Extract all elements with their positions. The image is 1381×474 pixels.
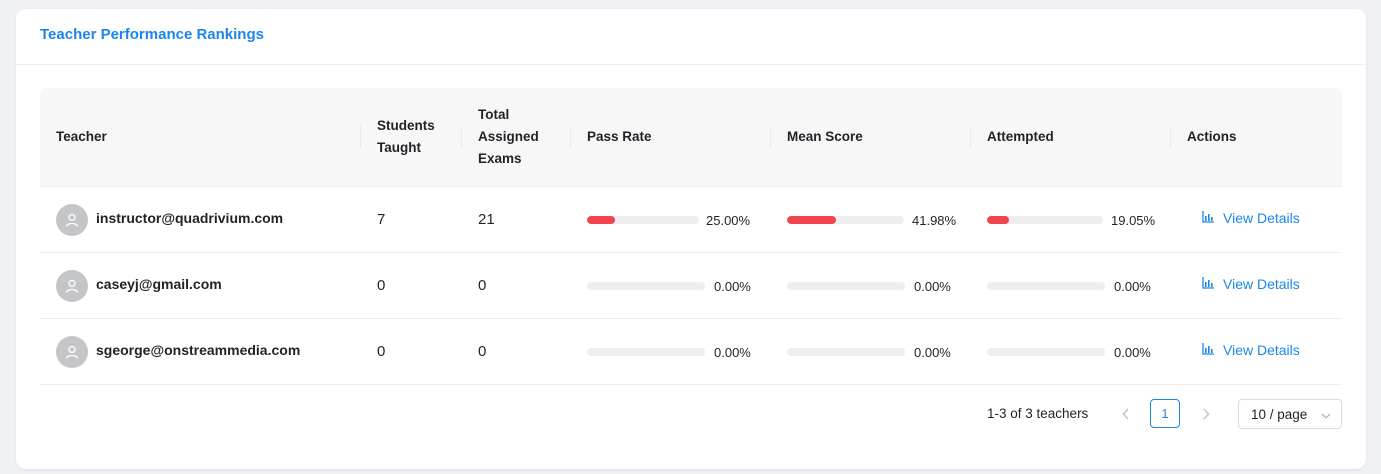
bar-chart-icon	[1202, 210, 1215, 226]
pass-rate-value: 0.00%	[714, 279, 751, 294]
view-details-label: View Details	[1223, 276, 1300, 292]
mean-score-bar-fill	[787, 216, 837, 224]
pass-rate-value: 25.00%	[706, 213, 751, 228]
header-divider	[570, 126, 571, 148]
attempted-bar-fill	[987, 216, 1010, 224]
pass-rate-bar	[587, 216, 699, 224]
total-exams-value: 0	[478, 343, 487, 360]
total-exams-value: 21	[478, 211, 495, 228]
header-students-taught: Students Taught	[377, 118, 435, 155]
header-divider	[770, 126, 771, 148]
table-row: caseyj@gmail.com 0 0 0.00% 0.00% 0.00% View De…	[40, 253, 1342, 319]
attempted-value: 19.05%	[1111, 213, 1156, 228]
students-taught-value: 0	[377, 343, 386, 360]
view-details-label: View Details	[1223, 210, 1300, 226]
mean-score-bar	[787, 348, 905, 356]
pass-rate-bar-fill	[587, 216, 615, 224]
attempted-value: 0.00%	[1114, 345, 1151, 360]
page-button-1[interactable]: 1	[1150, 399, 1180, 428]
header-mean-score: Mean Score	[787, 129, 863, 144]
header-pass-rate: Pass Rate	[587, 129, 652, 144]
teacher-email: instructor@quadrivium.com	[96, 210, 284, 226]
header-actions: Actions	[1187, 129, 1237, 144]
mean-score-value: 0.00%	[914, 279, 951, 294]
table-body: instructor@quadrivium.com 7 21 25.00% 41.98%…	[40, 187, 1342, 385]
teacher-email: sgeorge@onstreammedia.com	[96, 342, 301, 358]
attempted-value: 0.00%	[1114, 279, 1151, 294]
attempted-bar	[987, 216, 1103, 224]
mean-score-bar	[787, 216, 904, 224]
attempted-bar	[987, 348, 1105, 356]
page-size-value: 10 / page	[1251, 406, 1308, 422]
header-divider	[970, 126, 971, 148]
pass-rate-value: 0.00%	[714, 345, 751, 360]
total-exams-value: 0	[478, 277, 487, 294]
mean-score-value: 41.98%	[912, 213, 957, 228]
rankings-table: Teacher Students Taught Total Assigned Exam…	[40, 88, 1342, 385]
chevron-right-icon[interactable]	[1197, 405, 1215, 423]
header-teacher: Teacher	[56, 129, 107, 144]
chevron-left-icon[interactable]	[1117, 405, 1135, 423]
view-details-button[interactable]: View Details	[1202, 276, 1300, 292]
mean-score-bar	[787, 282, 905, 290]
table-row: sgeorge@onstreammedia.com 0 0 0.00% 0.00% 0.0…	[40, 319, 1342, 385]
view-details-label: View Details	[1223, 342, 1300, 358]
view-details-button[interactable]: View Details	[1202, 342, 1300, 358]
bar-chart-icon	[1202, 276, 1215, 292]
students-taught-value: 7	[377, 211, 386, 228]
card-divider	[16, 64, 1366, 65]
teacher-rankings-card: Teacher Performance Rankings Teacher Stu…	[16, 9, 1366, 469]
header-attempted: Attempted	[987, 129, 1054, 144]
avatar-icon	[56, 336, 88, 368]
pass-rate-bar	[587, 282, 705, 290]
header-divider	[461, 126, 462, 148]
table-header: Teacher Students Taught Total Assigned Exam…	[40, 88, 1342, 187]
teacher-email: caseyj@gmail.com	[96, 276, 222, 292]
bar-chart-icon	[1202, 342, 1215, 358]
card-title: Teacher Performance Rankings	[40, 26, 264, 43]
students-taught-value: 0	[377, 277, 386, 294]
view-details-button[interactable]: View Details	[1202, 210, 1300, 226]
attempted-bar	[987, 282, 1105, 290]
header-divider	[360, 126, 361, 148]
pagination: 1-3 of 3 teachers 1 10 / page	[16, 399, 1366, 431]
page-size-select[interactable]: 10 / page	[1238, 399, 1342, 429]
avatar-icon	[56, 270, 88, 302]
table-row: instructor@quadrivium.com 7 21 25.00% 41.98%…	[40, 187, 1342, 253]
pass-rate-bar	[587, 348, 705, 356]
chevron-down-icon	[1321, 408, 1331, 423]
header-total-assigned-exams: Total Assigned Exams	[478, 107, 539, 166]
avatar-icon	[56, 204, 88, 236]
mean-score-value: 0.00%	[914, 345, 951, 360]
header-divider	[1170, 126, 1171, 148]
pagination-summary: 1-3 of 3 teachers	[987, 406, 1089, 421]
